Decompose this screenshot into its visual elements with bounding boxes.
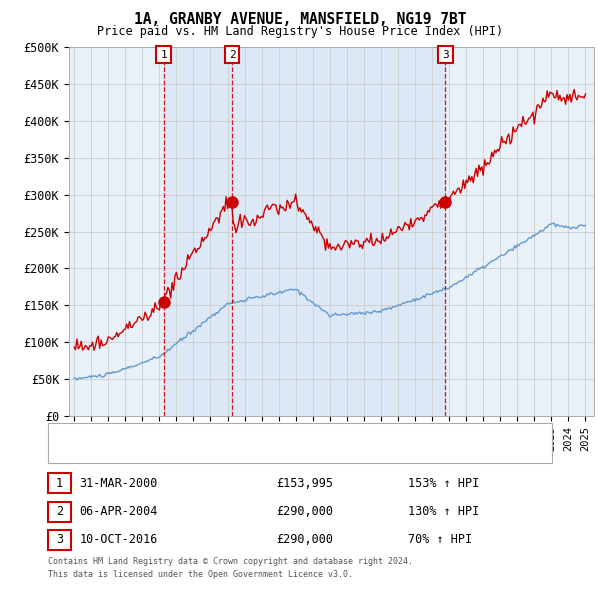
Text: 3: 3: [56, 533, 63, 546]
Text: 31-MAR-2000: 31-MAR-2000: [79, 477, 158, 490]
Text: £153,995: £153,995: [276, 477, 333, 490]
Text: Contains HM Land Registry data © Crown copyright and database right 2024.: Contains HM Land Registry data © Crown c…: [48, 557, 413, 566]
Text: 70% ↑ HPI: 70% ↑ HPI: [408, 533, 472, 546]
Bar: [164, 47, 232, 416]
Text: 06-APR-2004: 06-APR-2004: [79, 505, 158, 518]
Bar: [232, 47, 445, 416]
Text: This data is licensed under the Open Government Licence v3.0.: This data is licensed under the Open Gov…: [48, 570, 353, 579]
Text: 2: 2: [229, 50, 235, 60]
Text: Price paid vs. HM Land Registry's House Price Index (HPI): Price paid vs. HM Land Registry's House …: [97, 25, 503, 38]
Text: 1A, GRANBY AVENUE, MANSFIELD, NG19 7BT (detached house): 1A, GRANBY AVENUE, MANSFIELD, NG19 7BT (…: [90, 430, 434, 440]
Text: £290,000: £290,000: [276, 533, 333, 546]
Text: 1: 1: [160, 50, 167, 60]
Text: 1: 1: [56, 477, 63, 490]
Text: 10-OCT-2016: 10-OCT-2016: [79, 533, 158, 546]
Text: 2: 2: [56, 505, 63, 518]
Text: £290,000: £290,000: [276, 505, 333, 518]
Text: 153% ↑ HPI: 153% ↑ HPI: [408, 477, 479, 490]
Text: 1A, GRANBY AVENUE, MANSFIELD, NG19 7BT: 1A, GRANBY AVENUE, MANSFIELD, NG19 7BT: [134, 12, 466, 27]
Text: 130% ↑ HPI: 130% ↑ HPI: [408, 505, 479, 518]
Text: 3: 3: [442, 50, 449, 60]
Text: HPI: Average price, detached house, Mansfield: HPI: Average price, detached house, Mans…: [90, 448, 371, 458]
